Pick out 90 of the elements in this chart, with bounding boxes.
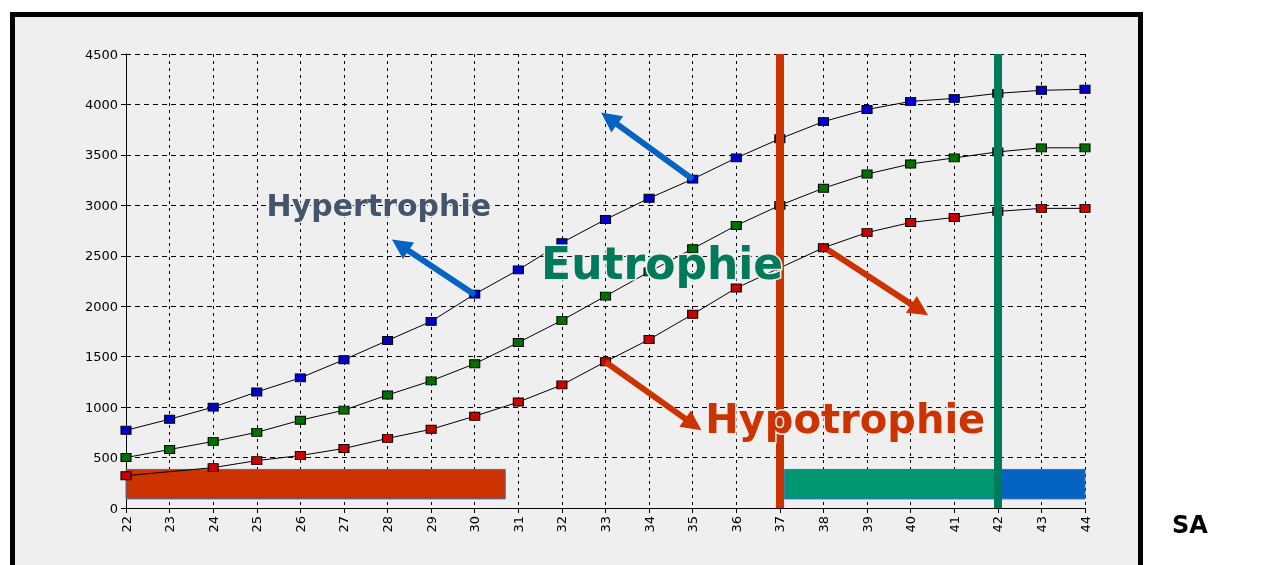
point: [425, 376, 437, 386]
point: [905, 159, 917, 169]
x-tick-label: 33: [598, 516, 613, 533]
point: [905, 217, 917, 227]
x-tick-label: 42: [990, 516, 1006, 533]
x-tick-label: 41: [946, 516, 962, 533]
x-tick-label: 43: [1033, 516, 1049, 533]
point: [600, 214, 611, 224]
point: [730, 153, 742, 163]
point: [338, 443, 350, 453]
point: [469, 359, 481, 369]
point: [861, 228, 873, 238]
point: [338, 405, 350, 415]
y-tick-label: 3500: [84, 147, 118, 163]
x-tick-label: 27: [336, 516, 352, 533]
annotation: Hypertrophie: [266, 187, 492, 223]
point: [251, 456, 263, 466]
point: [687, 309, 699, 319]
point: [1035, 85, 1047, 95]
point: [425, 316, 437, 326]
point: [120, 453, 132, 463]
x-tick-label: 30: [467, 516, 483, 533]
x-tick-label: 34: [641, 516, 657, 533]
point: [382, 390, 394, 400]
y-tick-label: 1000: [84, 399, 118, 415]
point: [1035, 203, 1047, 213]
x-tick-label: 40: [903, 516, 919, 533]
point: [512, 397, 524, 407]
y-tick-label: 2000: [84, 298, 118, 314]
point: [861, 169, 873, 179]
point: [1079, 84, 1091, 94]
point: [1079, 203, 1091, 213]
x-axis-title: SA: [1172, 511, 1209, 539]
point: [120, 471, 132, 481]
point: [338, 355, 350, 365]
x-tick-label: 29: [423, 516, 439, 533]
point: [294, 451, 306, 461]
y-tick-label: 3000: [84, 197, 118, 213]
point: [207, 463, 219, 473]
point: [164, 444, 176, 454]
point: [207, 402, 219, 412]
point: [948, 153, 960, 163]
point: [730, 221, 742, 231]
point: [1035, 143, 1047, 153]
point: [120, 425, 132, 435]
y-tick-label: 500: [93, 450, 118, 466]
point: [905, 96, 917, 106]
x-tick-label: 26: [292, 516, 308, 533]
point: [512, 265, 524, 275]
point: [643, 193, 655, 203]
y-tick-label: 1500: [84, 349, 118, 365]
x-tick-label: 31: [510, 516, 526, 533]
x-tick-label: 44: [1077, 516, 1093, 533]
point: [425, 424, 437, 434]
point: [1079, 143, 1091, 153]
x-tick-label: 36: [728, 516, 744, 533]
point: [382, 433, 394, 443]
x-tick-label: 32: [554, 516, 570, 533]
point: [382, 336, 394, 346]
y-tick-label: 4500: [84, 46, 118, 62]
point: [207, 436, 219, 446]
point: [294, 373, 306, 383]
point: [512, 338, 524, 348]
y-tick-label: 0: [109, 500, 118, 516]
x-tick-label: 35: [685, 516, 701, 533]
point: [817, 183, 829, 193]
point: [556, 380, 568, 390]
x-tick-label: 24: [205, 516, 221, 533]
x-tick-label: 28: [380, 516, 396, 533]
point: [469, 411, 481, 421]
point: [251, 387, 263, 397]
point: [600, 291, 611, 301]
point: [251, 427, 263, 437]
x-tick-label: 37: [772, 516, 788, 533]
point: [164, 414, 176, 424]
point: [861, 104, 873, 114]
y-tick-label: 2500: [84, 248, 118, 264]
y-tick-label: 4000: [84, 96, 118, 112]
x-tick-label: 38: [815, 516, 831, 533]
point: [948, 212, 960, 222]
x-tick-label: 22: [118, 516, 134, 533]
x-tick-label: 25: [249, 516, 265, 533]
point: [643, 335, 655, 345]
x-tick-label: 39: [859, 516, 875, 533]
x-tick-label: 23: [162, 516, 178, 533]
point: [948, 93, 960, 103]
point: [294, 415, 306, 425]
point: [817, 117, 829, 127]
point: [556, 315, 568, 325]
point: [817, 243, 829, 253]
